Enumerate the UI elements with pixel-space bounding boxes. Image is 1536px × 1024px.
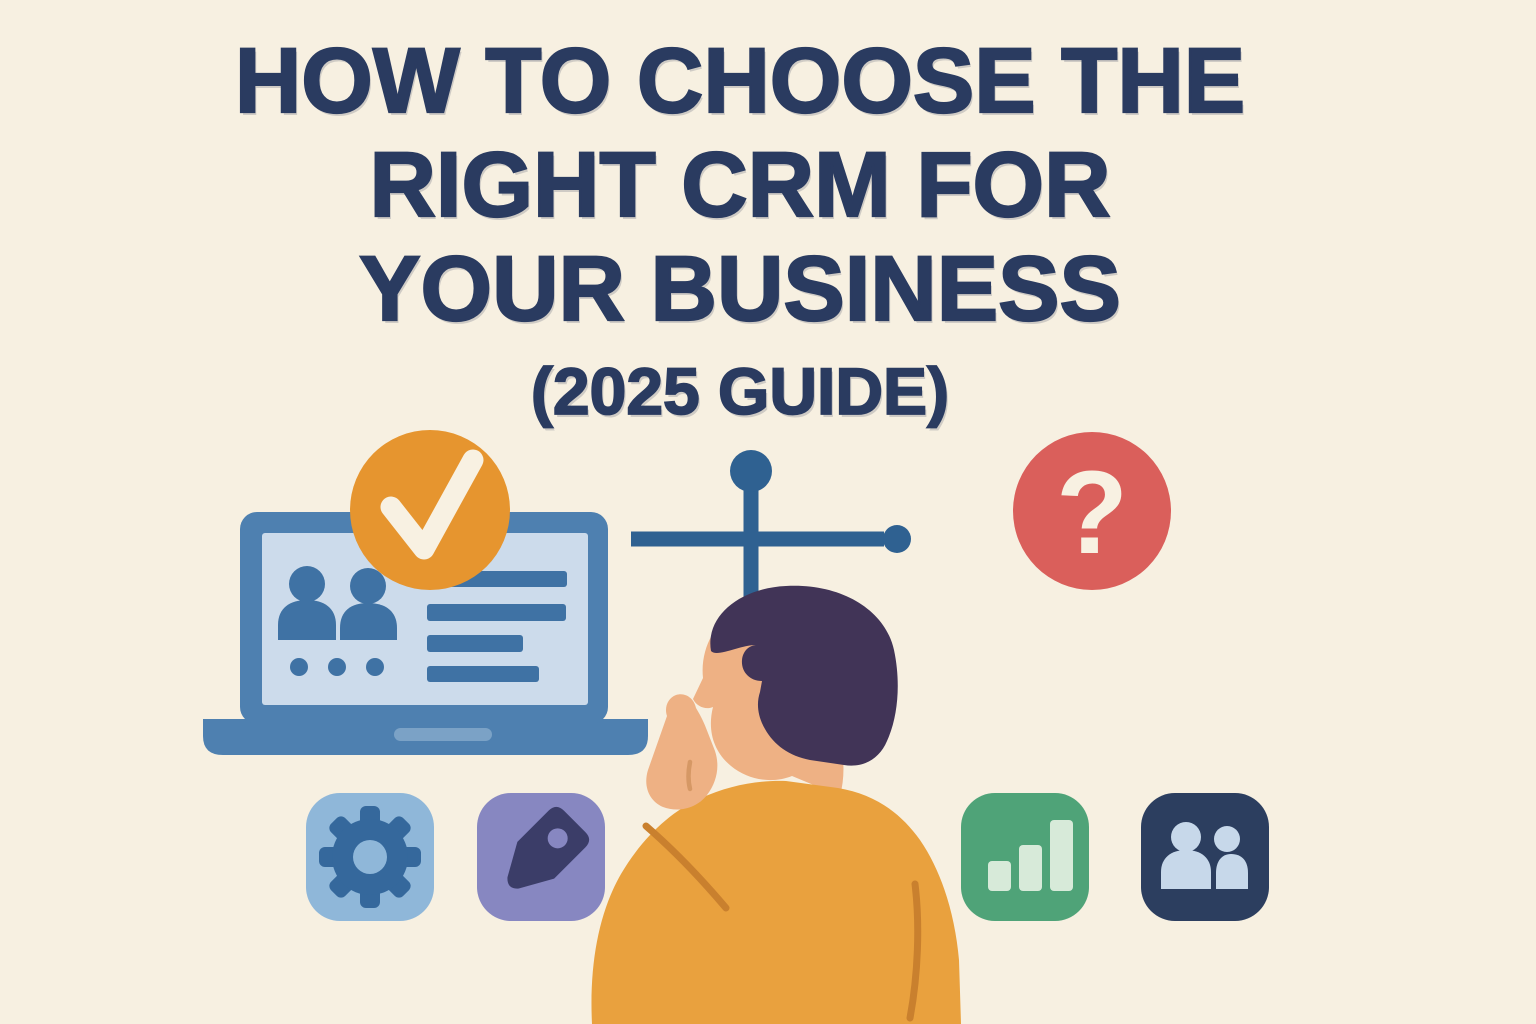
- question-badge-circle: [1013, 432, 1171, 590]
- tag-icon: [507, 806, 590, 889]
- checkmark-badge: [350, 430, 510, 590]
- question-mark-icon: ?: [1056, 447, 1128, 579]
- contact-text-line: [427, 635, 523, 652]
- person-shirt: [591, 780, 961, 1024]
- contact-avatar-body: [340, 603, 397, 640]
- check-badge-circle: [350, 430, 510, 590]
- contact-text-line: [427, 666, 539, 682]
- title-block: HOW TO CHOOSE THE RIGHT CRM FOR YOUR BUS…: [0, 29, 1480, 428]
- contact-dot: [328, 658, 346, 676]
- users-icon: [1161, 822, 1248, 889]
- contact-avatar-body: [278, 600, 336, 640]
- person-hand: [646, 694, 718, 810]
- person-hair: [710, 585, 898, 766]
- hand-crease-line: [686, 759, 693, 792]
- contact-dot: [366, 658, 384, 676]
- contact-avatar-head: [289, 566, 325, 602]
- crm-contacts-graphic: [278, 566, 567, 682]
- tree-right-node: [883, 525, 911, 553]
- bar-chart-icon: [988, 820, 1073, 891]
- contact-text-line: [427, 604, 566, 621]
- title-line-1: HOW TO CHOOSE THE: [234, 29, 1247, 133]
- tree-top-node: [730, 450, 772, 492]
- title-line-4: (2025 GUIDE): [530, 353, 950, 428]
- sleeve-seam-line: [642, 822, 730, 912]
- decision-tree-icon: [631, 450, 911, 616]
- title-line-2: RIGHT CRM FOR: [368, 133, 1111, 237]
- question-badge: ?: [1013, 432, 1171, 590]
- gear-icon: [319, 806, 421, 908]
- laptop-crm-contacts-icon: [203, 512, 648, 755]
- laptop-base-notch: [394, 728, 492, 741]
- person-thinking-illustration: [591, 585, 961, 1024]
- shoulder-seam-line: [906, 880, 922, 1022]
- feature-icons-row: [306, 793, 1269, 921]
- title-line-3: YOUR BUSINESS: [358, 237, 1122, 341]
- contact-avatar-head: [350, 568, 386, 604]
- contact-dot: [290, 658, 308, 676]
- checkmark-icon: [380, 449, 484, 560]
